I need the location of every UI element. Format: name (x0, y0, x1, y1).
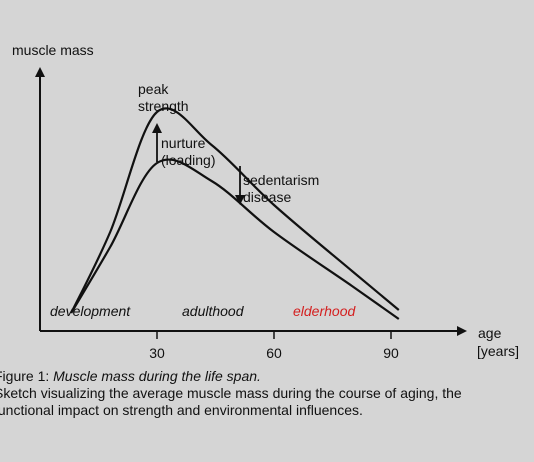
x-axis-unit: [years] (477, 343, 519, 359)
caption-line-1: Sketch visualizing the average muscle ma… (0, 385, 462, 401)
x-tick-label-90: 90 (383, 345, 399, 361)
caption-title-line: Figure 1: Muscle mass during the life sp… (0, 368, 528, 385)
phase-label-adulthood: adulthood (182, 303, 245, 319)
x-tick-label-60: 60 (266, 345, 282, 361)
nurture-label: nurture (loading) (161, 135, 215, 168)
y-axis-label: muscle mass (12, 42, 94, 58)
phase-label-development: development (50, 303, 131, 319)
curves (70, 107, 400, 320)
peak-strength-label: peak strength (138, 81, 189, 114)
sedentarism-label: sedentarism disease (243, 172, 323, 205)
x-axis-label: age (478, 325, 502, 341)
curve-1 (70, 107, 400, 314)
caption-figure-label: Figure 1: (0, 368, 50, 384)
curve-2 (70, 158, 400, 320)
x-tick-label-30: 30 (149, 345, 165, 361)
phase-label-elderhood: elderhood (293, 303, 356, 319)
figure-caption: Figure 1: Muscle mass during the life sp… (0, 368, 528, 419)
caption-line-2: functional impact on strength and enviro… (0, 402, 363, 418)
caption-figure-title: Muscle mass during the life span. (53, 368, 261, 384)
phases: development adulthood elderhood (50, 303, 356, 319)
x-ticks: 30 60 90 (149, 331, 399, 361)
